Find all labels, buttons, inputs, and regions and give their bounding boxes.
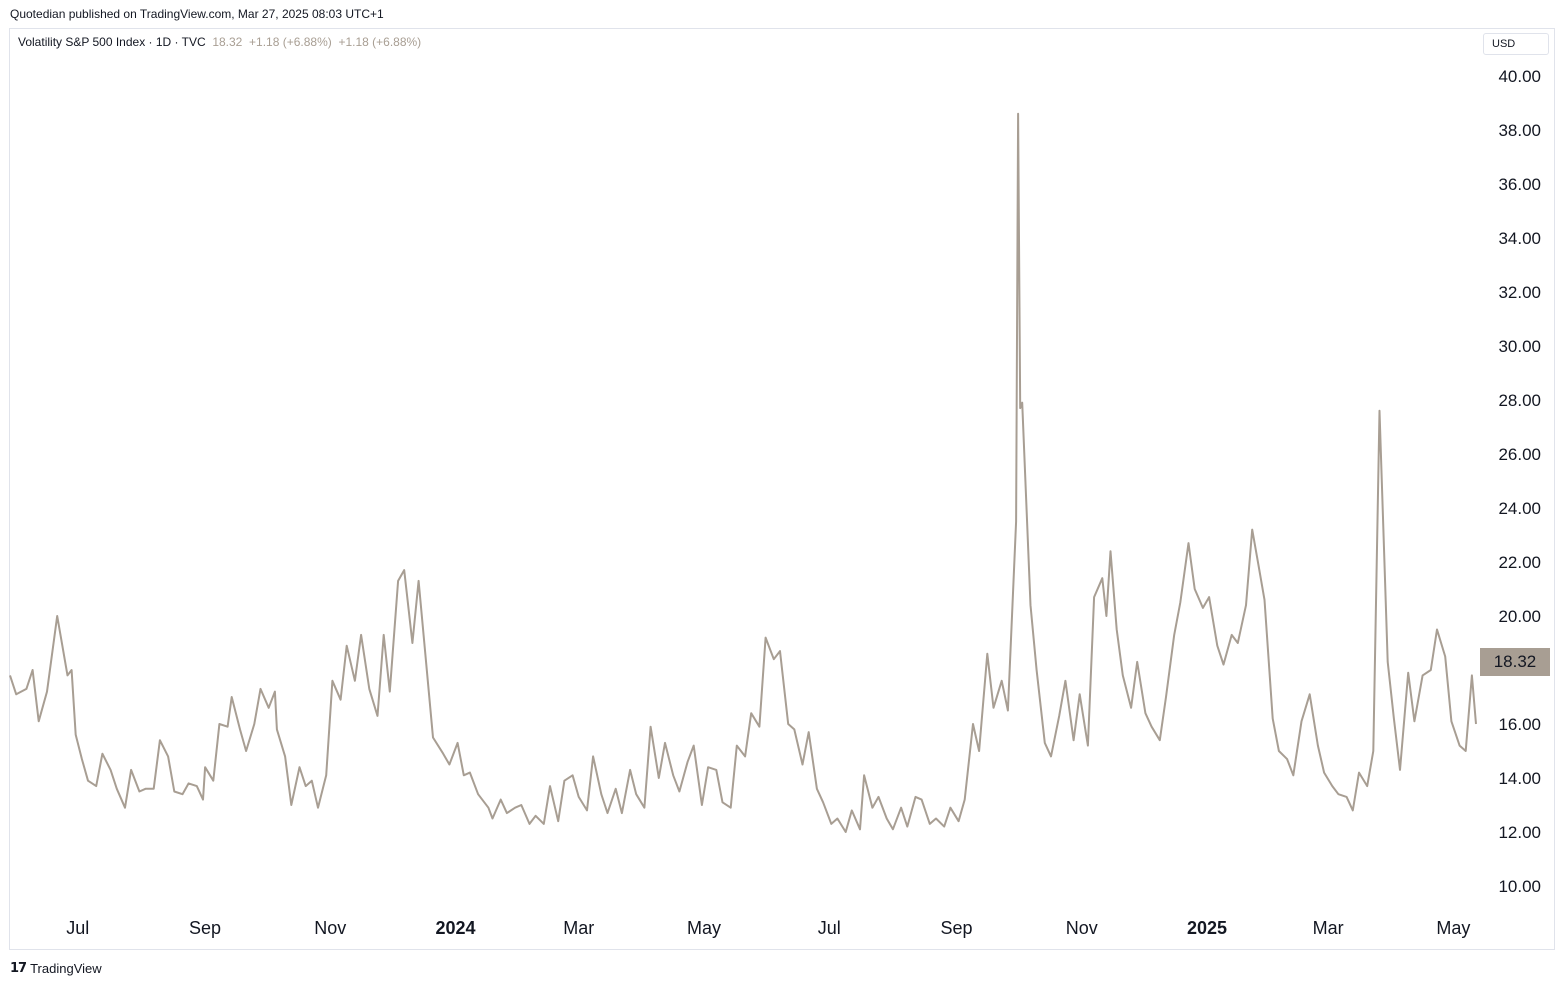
y-tick-label: 10.00 — [1498, 877, 1541, 896]
x-tick-label: Mar — [1313, 918, 1344, 938]
y-tick-label: 14.00 — [1498, 769, 1541, 788]
x-tick-label: Sep — [189, 918, 221, 938]
y-tick-label: 26.00 — [1498, 445, 1541, 464]
y-tick-label: 36.00 — [1498, 175, 1541, 194]
footer-branding: 𝟭𝟳 TradingView — [10, 960, 102, 976]
legend-last-value: 18.32 — [212, 35, 243, 49]
x-tick-label: Mar — [563, 918, 594, 938]
x-tick-label: May — [687, 918, 721, 938]
chart-frame — [9, 28, 1555, 950]
x-tick-label: May — [1436, 918, 1470, 938]
y-tick-label: 34.00 — [1498, 229, 1541, 248]
y-tick-label: 28.00 — [1498, 391, 1541, 410]
currency-selector[interactable]: USD — [1483, 33, 1549, 55]
x-tick-label: 2024 — [436, 918, 476, 938]
last-price-tag: 18.32 — [1480, 648, 1550, 676]
y-tick-label: 24.00 — [1498, 499, 1541, 518]
y-tick-label: 38.00 — [1498, 121, 1541, 140]
y-tick-label: 20.00 — [1498, 607, 1541, 626]
x-tick-label: Nov — [1066, 918, 1098, 938]
legend-change-2: +1.18 (+6.88%) — [338, 35, 422, 49]
y-tick-label: 12.00 — [1498, 823, 1541, 842]
y-tick-label: 40.00 — [1498, 67, 1541, 86]
y-tick-label: 22.00 — [1498, 553, 1541, 572]
y-tick-label: 16.00 — [1498, 715, 1541, 734]
legend-symbol: Volatility S&P 500 Index · 1D · TVC — [18, 35, 206, 49]
x-tick-label: Jul — [66, 918, 89, 938]
x-tick-label: Nov — [314, 918, 346, 938]
x-tick-label: 2025 — [1187, 918, 1227, 938]
y-tick-label: 32.00 — [1498, 283, 1541, 302]
legend-change-1: +1.18 (+6.88%) — [249, 35, 332, 49]
y-tick-label: 30.00 — [1498, 337, 1541, 356]
series-line — [9, 112, 1477, 833]
x-tick-label: Sep — [941, 918, 973, 938]
chart-legend: Volatility S&P 500 Index · 1D · TVC 18.3… — [18, 35, 421, 49]
x-tick-label: Jul — [818, 918, 841, 938]
tradingview-logo-icon: 𝟭𝟳 — [10, 960, 27, 975]
footer-brand-name: TradingView — [30, 960, 102, 976]
publisher-credit: Quotedian published on TradingView.com, … — [10, 7, 384, 21]
